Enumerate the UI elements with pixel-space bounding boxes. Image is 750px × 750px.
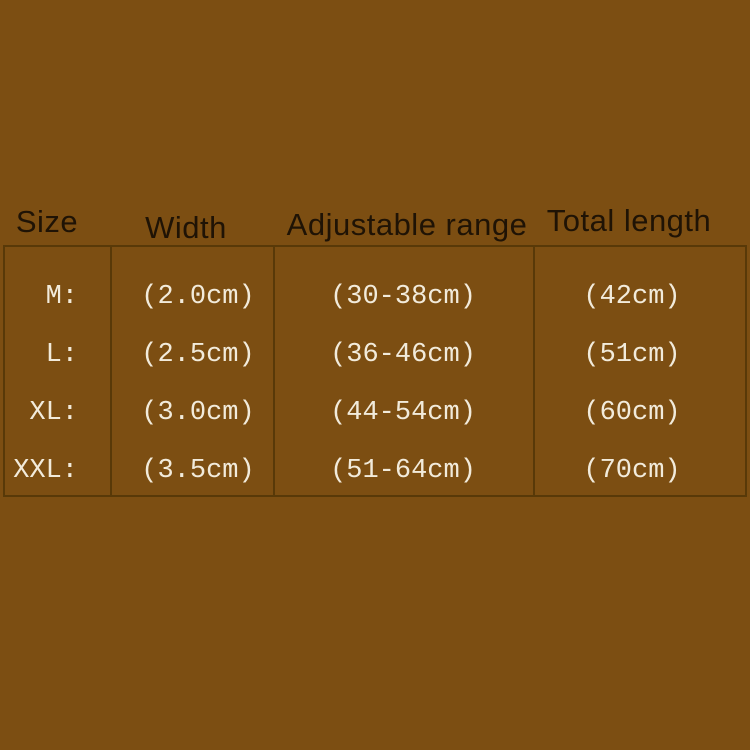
- table-row: L: (2.5cm) (36-46cm) (51cm): [0, 326, 750, 384]
- column-header-width: Width: [145, 210, 227, 245]
- cell-range-xxl: (51-64cm): [330, 456, 476, 486]
- column-header-adjustable-range: Adjustable range: [286, 207, 528, 242]
- size-table-border-box: [3, 245, 747, 497]
- cell-total-xl: (60cm): [583, 398, 681, 428]
- cell-size-xxl: XXL:: [13, 456, 78, 486]
- cell-width-xxl: (3.5cm): [141, 456, 255, 486]
- cell-width-xl: (3.0cm): [141, 398, 255, 428]
- column-divider-1: [110, 247, 112, 495]
- column-divider-2: [273, 247, 275, 495]
- column-divider-3: [533, 247, 535, 495]
- cell-size-l: L:: [45, 340, 78, 370]
- cell-total-l: (51cm): [583, 340, 681, 370]
- column-header-size: Size: [15, 204, 79, 239]
- cell-range-m: (30-38cm): [330, 282, 476, 312]
- cell-total-xxl: (70cm): [583, 456, 681, 486]
- cell-range-l: (36-46cm): [330, 340, 476, 370]
- cell-range-xl: (44-54cm): [330, 398, 476, 428]
- cell-width-m: (2.0cm): [141, 282, 255, 312]
- column-header-total-length: Total length: [546, 203, 712, 238]
- cell-width-l: (2.5cm): [141, 340, 255, 370]
- cell-size-xl: XL:: [29, 398, 78, 428]
- cell-size-m: M:: [45, 282, 78, 312]
- table-row: XXL: (3.5cm) (51-64cm) (70cm): [0, 442, 750, 500]
- table-row: XL: (3.0cm) (44-54cm) (60cm): [0, 384, 750, 442]
- cell-total-m: (42cm): [583, 282, 681, 312]
- table-row: M: (2.0cm) (30-38cm) (42cm): [0, 268, 750, 326]
